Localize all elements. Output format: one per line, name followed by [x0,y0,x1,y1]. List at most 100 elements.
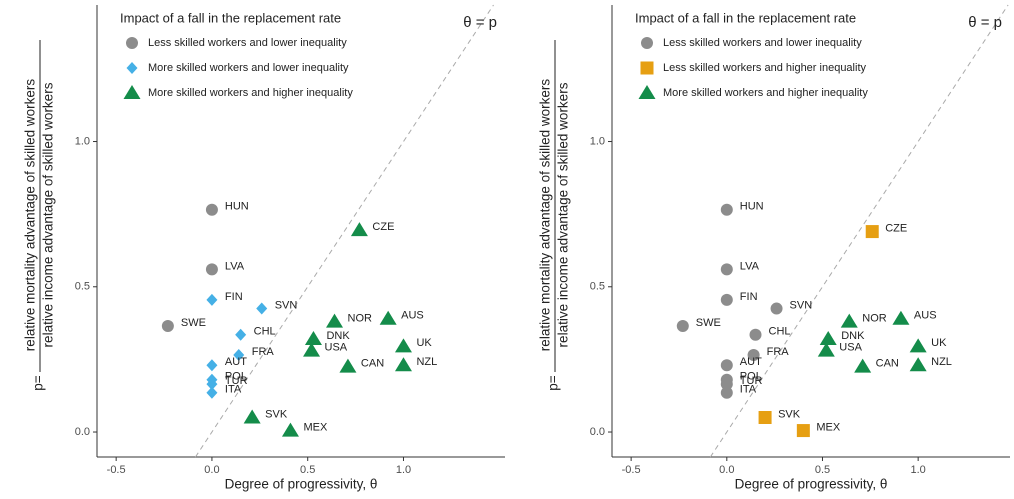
point [350,222,368,237]
point-label: AUS [401,310,424,322]
point-label: MEX [303,421,328,433]
point-label: HUN [225,201,249,213]
point [206,359,218,372]
y-axis-label-denominator: relative income advantage of skilled wor… [556,82,571,347]
point [909,357,927,372]
point-label: NZL [416,356,437,368]
y-tick-label: 0.0 [75,426,90,438]
point [304,331,322,346]
legend-marker [126,62,138,74]
point [840,313,858,328]
point [865,225,879,239]
legend-label: Less skilled workers and higher inequali… [663,62,866,74]
legend-label: Less skilled workers and lower inequalit… [663,37,862,49]
point-label: SVN [275,299,298,311]
point [720,203,733,216]
legend-label: More skilled workers and lower inequalit… [148,62,349,74]
point [206,378,218,391]
point-label: UK [416,337,432,349]
point [256,302,268,315]
reference-label: θ = p [463,14,497,31]
point-label: SVK [265,408,288,420]
legend-label: More skilled workers and higher inequali… [148,87,353,99]
point-label: FRA [767,346,790,358]
point-label: DNK [326,330,350,342]
point-label: DNK [841,330,865,342]
point [161,319,174,332]
legend-title: Impact of a fall in the replacement rate [635,10,856,25]
point-label: CAN [361,358,384,370]
point [749,328,762,341]
point-label: POL [740,371,762,383]
x-tick-label: -0.5 [107,464,126,476]
legend-marker [123,85,141,99]
point-label: CHL [769,326,791,338]
point [720,359,733,372]
legend-title: Impact of a fall in the replacement rate [120,10,341,25]
x-tick-label: -0.5 [622,464,641,476]
reference-line [709,4,1009,458]
point-label: USA [839,342,862,354]
x-tick-label: 0.5 [815,464,830,476]
point-label: SVN [790,299,813,311]
point-label: USA [325,342,348,354]
point-label: POL [225,371,247,383]
legend-marker [641,37,653,49]
point [854,358,872,373]
point-label: LVA [740,260,760,272]
x-tick-label: 0.0 [719,464,734,476]
x-tick-label: 0.0 [204,464,219,476]
point [303,342,321,357]
legend-label: More skilled workers and higher inequali… [663,87,868,99]
y-axis-label-numerator: relative mortality advantage of skilled … [538,79,553,352]
point [909,338,927,353]
y-axis-label-prefix: p= [546,375,561,391]
point-label: TUR [225,375,248,387]
point-label: FIN [740,291,758,303]
point-label: CZE [885,222,907,234]
point-label: TUR [740,375,763,387]
y-tick-label: 1.0 [590,135,605,147]
point [676,319,689,332]
point [758,410,772,424]
point [235,328,247,341]
point [817,342,835,357]
point-label: SWE [181,317,206,329]
point-label: SWE [696,317,721,329]
point-label: SVK [778,408,801,420]
point-label: NOR [862,313,887,325]
point-label: ITA [225,384,242,396]
point [892,310,910,325]
x-tick-label: 1.0 [911,464,926,476]
legend-marker [126,37,138,49]
point-label: AUS [914,310,937,322]
point [819,331,837,346]
point-label: CHL [254,326,276,338]
point [243,409,261,424]
y-axis-label-numerator: relative mortality advantage of skilled … [23,79,38,352]
point [747,349,760,362]
y-tick-label: 0.0 [590,426,605,438]
y-tick-label: 0.5 [75,281,90,293]
point-label: LVA [225,260,245,272]
point-label: MEX [816,421,841,433]
point [326,313,344,328]
x-axis-label: Degree of progressivity, θ [225,477,378,492]
point-label: NZL [931,356,952,368]
legend-label: Less skilled workers and lower inequalit… [148,37,347,49]
point [206,293,218,306]
point [281,422,299,437]
point [394,338,412,353]
point [205,263,218,276]
point [233,349,245,362]
reference-label: θ = p [968,14,1002,31]
point [796,424,810,438]
point [394,357,412,372]
point [206,386,218,399]
point-label: ITA [740,384,757,396]
point-label: NOR [348,313,373,325]
point-label: CAN [876,358,899,370]
point-label: CZE [372,221,394,233]
legend-marker [638,85,656,99]
